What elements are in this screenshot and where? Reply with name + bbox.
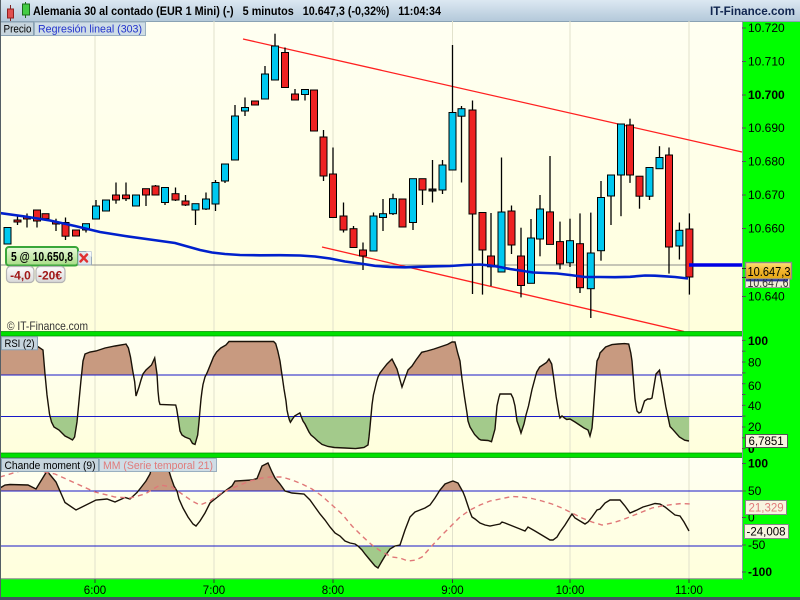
svg-text:10.670: 10.670 (748, 188, 785, 202)
svg-text:6:00: 6:00 (84, 585, 106, 597)
svg-text:-100: -100 (748, 565, 772, 579)
svg-text:6,7851: 6,7851 (749, 436, 784, 448)
svg-text:40: 40 (748, 399, 762, 413)
svg-text:MM (Serie temporal 21): MM (Serie temporal 21) (103, 460, 213, 472)
svg-text:50: 50 (748, 484, 762, 498)
svg-text:Chande moment (9): Chande moment (9) (5, 460, 96, 472)
svg-text:9:00: 9:00 (441, 585, 463, 597)
svg-text:10.647,3: 10.647,3 (748, 264, 791, 279)
svg-text:100: 100 (748, 457, 768, 471)
svg-text:RSI (2): RSI (2) (5, 338, 35, 350)
svg-text:10.710: 10.710 (748, 55, 785, 69)
svg-text:10.720: 10.720 (748, 21, 785, 35)
svg-text:10.700: 10.700 (748, 88, 785, 102)
svg-text:10.690: 10.690 (748, 121, 785, 135)
svg-text:10.680: 10.680 (748, 155, 785, 169)
svg-text:10:00: 10:00 (556, 585, 585, 597)
svg-text:5 @ 10.650,8: 5 @ 10.650,8 (11, 250, 73, 264)
svg-text:60: 60 (748, 379, 762, 393)
svg-text:-50: -50 (748, 538, 766, 552)
svg-text:8:00: 8:00 (322, 585, 344, 597)
svg-text:-4,0: -4,0 (10, 269, 31, 283)
svg-text:10.660: 10.660 (748, 222, 785, 236)
svg-text:7:00: 7:00 (203, 585, 225, 597)
svg-text:-24,008: -24,008 (747, 527, 786, 539)
svg-text:21,329: 21,329 (749, 503, 784, 515)
svg-text:© IT-Finance.com: © IT-Finance.com (7, 319, 88, 333)
svg-text:0: 0 (748, 511, 755, 525)
svg-text:20: 20 (748, 420, 762, 434)
svg-text:-20€: -20€ (38, 269, 62, 283)
svg-text:10.640: 10.640 (748, 290, 785, 304)
svg-text:Regresión lineal (303): Regresión lineal (303) (38, 24, 142, 36)
svg-text:80: 80 (748, 356, 762, 370)
svg-text:Precio: Precio (4, 24, 32, 36)
svg-text:Alemania 30 al contado (EUR 1: Alemania 30 al contado (EUR 1 Mini) (-) … (33, 4, 441, 18)
svg-text:IT-Finance.com: IT-Finance.com (710, 4, 795, 18)
svg-text:10.647,6: 10.647,6 (748, 276, 789, 290)
svg-text:11:00: 11:00 (675, 585, 703, 597)
svg-text:100: 100 (748, 334, 768, 348)
svg-text:0: 0 (748, 442, 755, 456)
